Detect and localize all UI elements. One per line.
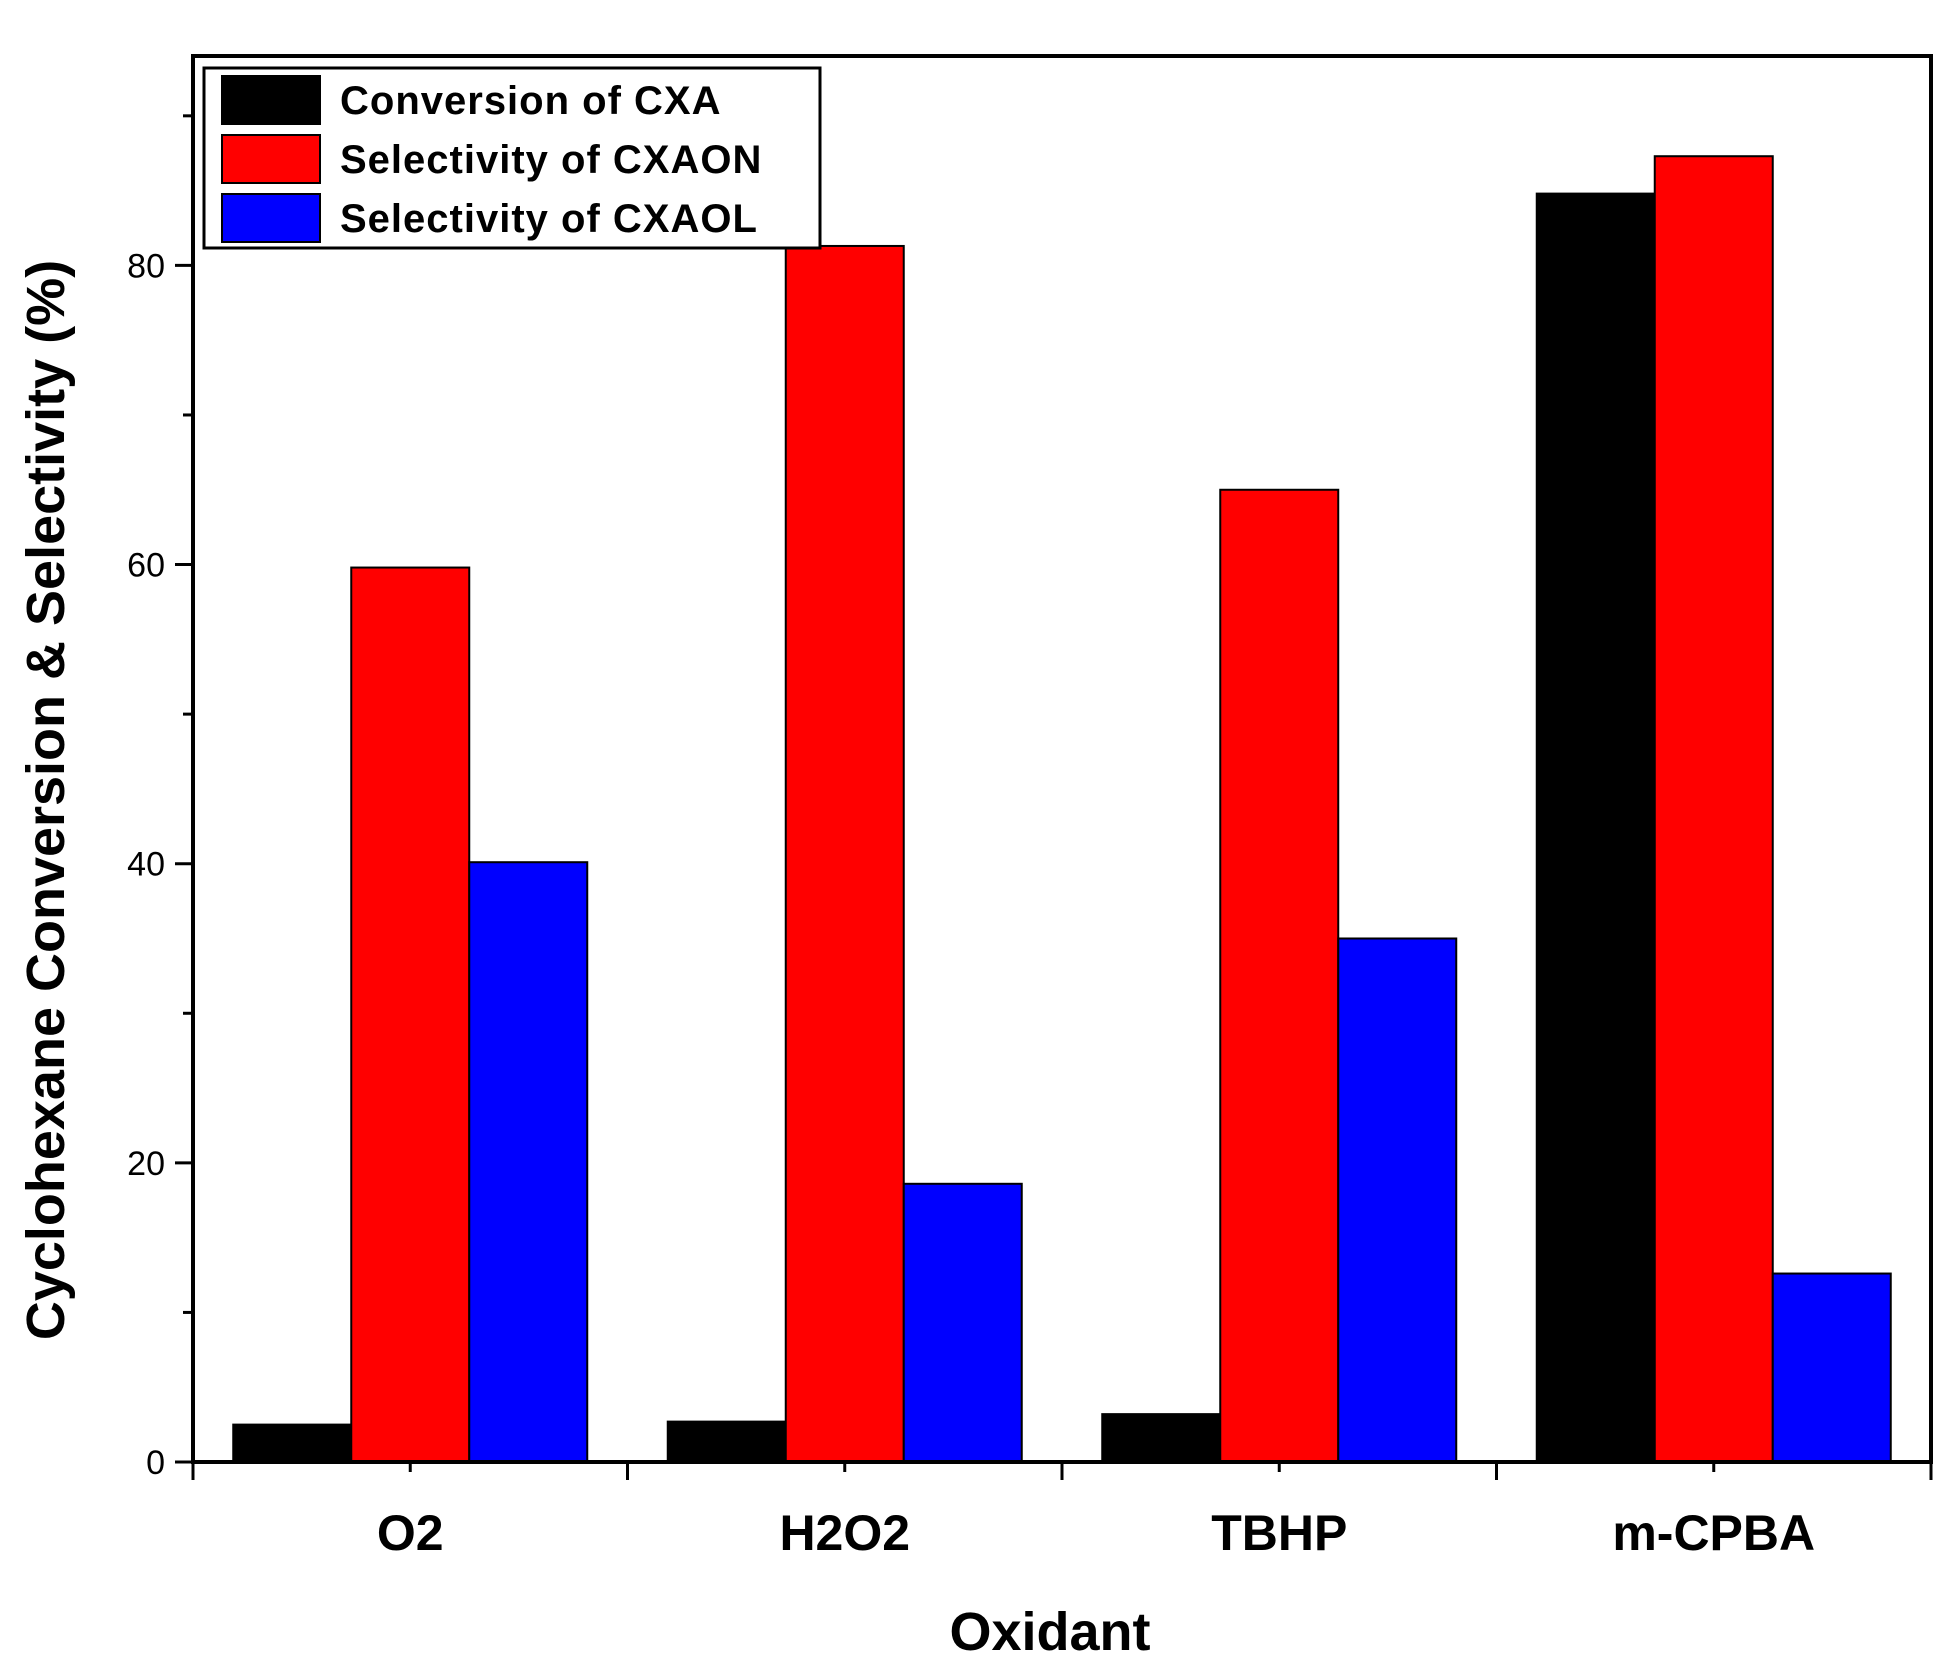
bar-TBHP-selectivity-of-cxaol <box>1337 937 1458 1463</box>
bar-m-CPBA-selectivity-of-cxaol <box>1771 1272 1892 1463</box>
bar-H2O2-selectivity-of-cxaol <box>902 1182 1023 1463</box>
y-tick-labels: 0 20 40 60 80 <box>127 247 165 1482</box>
x-tick-labels: O2 H2O2 TBHP m-CPBA <box>377 1505 1815 1561</box>
x-tick-label-TBHP: TBHP <box>1211 1505 1347 1561</box>
legend-label-1: Selectivity of CXAON <box>340 138 762 182</box>
y-axis-title: Cyclohexane Conversion & Selectivity (%) <box>16 260 76 1340</box>
bar-O2-conversion-of-cxa <box>232 1423 353 1463</box>
y-tick-label: 40 <box>127 846 165 884</box>
bar-H2O2-selectivity-of-cxaon <box>784 244 905 1463</box>
axes-group <box>175 54 1933 1480</box>
y-tick-label: 0 <box>146 1444 165 1482</box>
x-axis-title: Oxidant <box>949 1602 1150 1662</box>
bar-H2O2-conversion-of-cxa <box>666 1420 787 1463</box>
bar-m-CPBA-selectivity-of-cxaon <box>1653 155 1774 1464</box>
x-tick-label-O2: O2 <box>377 1505 444 1561</box>
y-tick-label: 80 <box>127 247 165 285</box>
y-tick-label: 60 <box>127 547 165 585</box>
legend: Conversion of CXA Selectivity of CXAON Sel… <box>202 66 822 250</box>
y-tick-label: 20 <box>127 1145 165 1183</box>
bar-O2-selectivity-of-cxaol <box>468 861 589 1463</box>
legend-label-0: Conversion of CXA <box>340 79 721 123</box>
bar-TBHP-selectivity-of-cxaon <box>1219 488 1340 1464</box>
x-tick-label-m-CPBA: m-CPBA <box>1612 1505 1815 1561</box>
x-tick-label-H2O2: H2O2 <box>779 1505 910 1561</box>
legend-swatch-2 <box>221 193 321 243</box>
bar-TBHP-conversion-of-cxa <box>1101 1413 1222 1464</box>
bar-m-CPBA-conversion-of-cxa <box>1535 192 1656 1463</box>
legend-swatch-1 <box>221 134 321 184</box>
bars-group <box>232 155 1892 1464</box>
legend-swatch-0 <box>221 75 321 125</box>
legend-label-2: Selectivity of CXAOL <box>340 197 758 241</box>
bar-O2-selectivity-of-cxaon <box>350 566 471 1463</box>
